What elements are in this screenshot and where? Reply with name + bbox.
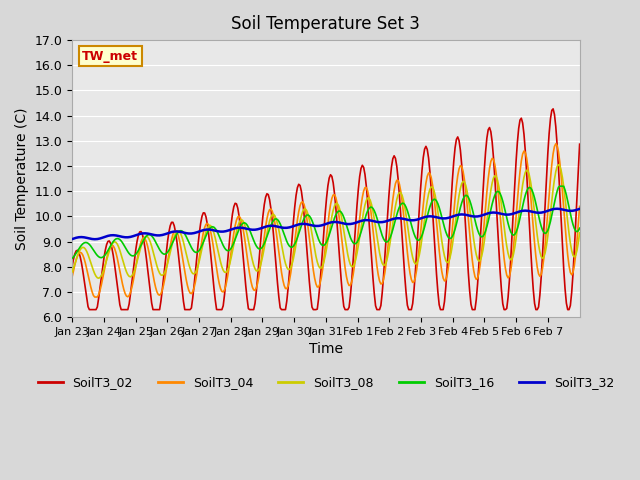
Title: Soil Temperature Set 3: Soil Temperature Set 3: [232, 15, 420, 33]
Text: TW_met: TW_met: [83, 49, 138, 62]
Y-axis label: Soil Temperature (C): Soil Temperature (C): [15, 108, 29, 250]
X-axis label: Time: Time: [309, 342, 343, 357]
Legend: SoilT3_02, SoilT3_04, SoilT3_08, SoilT3_16, SoilT3_32: SoilT3_02, SoilT3_04, SoilT3_08, SoilT3_…: [33, 371, 620, 394]
